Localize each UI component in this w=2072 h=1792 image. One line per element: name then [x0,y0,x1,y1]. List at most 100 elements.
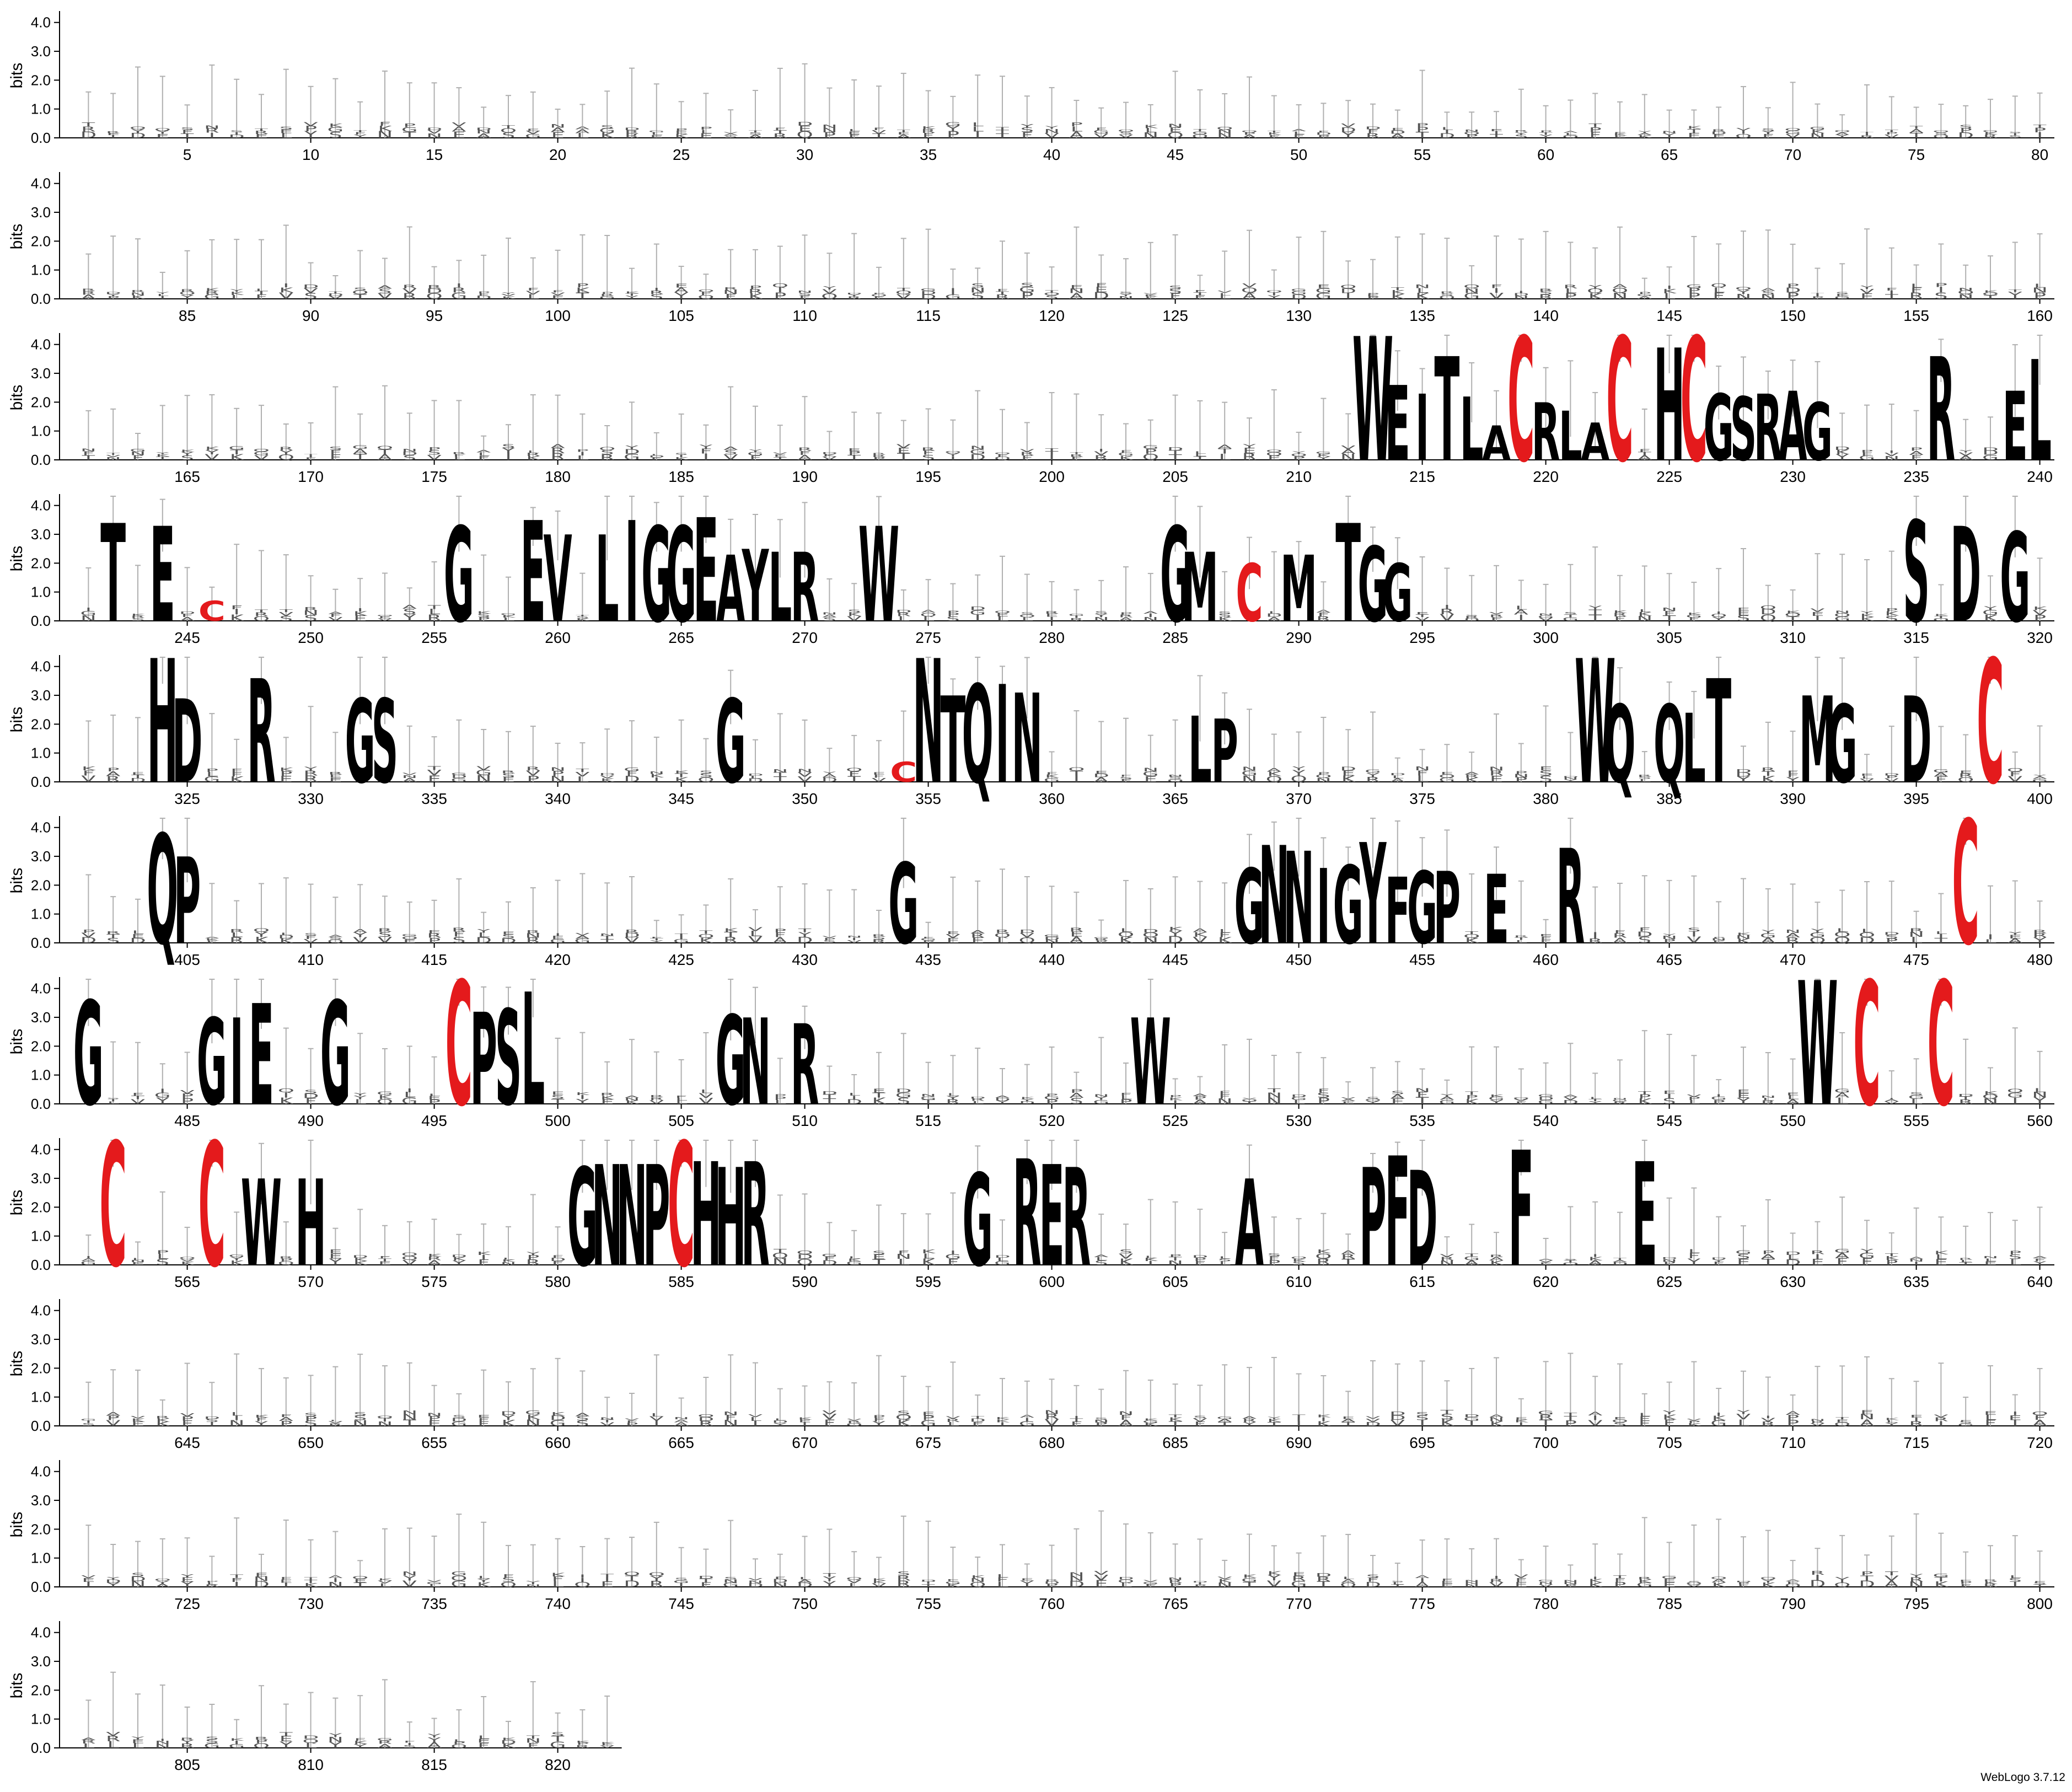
logo-letter-minor: G [599,127,615,134]
logo-letter-minor: L [1639,608,1651,613]
x-tick-label: 770 [1286,1595,1312,1612]
logo-letter-minor: E [255,1572,268,1578]
logo-letter-minor: K [600,131,615,140]
logo-letter-minor: D [426,127,443,131]
logo-letter-minor: T [897,452,911,462]
logo-letter-minor: S [847,609,861,613]
logo-letter-minor: A [1144,611,1158,615]
logo-letter-minor: I [1716,611,1722,615]
logo-letter: N [1012,668,1043,811]
logo-letter: G [1333,845,1364,968]
logo-letter-minor: V [1835,1576,1850,1580]
logo-letter-minor: N [1538,613,1554,616]
x-tick-label: 335 [421,790,447,807]
x-tick-label: 130 [1286,307,1312,324]
logo-letter-minor: N [1414,765,1430,771]
logo-letter-minor: R [452,452,466,454]
x-tick-label: 735 [421,1595,447,1612]
logo-letter-minor: A [550,443,565,449]
logo-letter-minor: Y [1662,933,1676,937]
logo-letter: F [1509,1119,1534,1303]
logo-letter: G [888,841,919,969]
logo-letter-minor: Q [1784,612,1801,618]
logo-letter-minor: I [1888,289,1894,296]
logo-letter-minor: Y [1316,455,1330,461]
logo-letter-minor: R [1044,1579,1059,1582]
logo-letter-minor: A [1514,608,1529,616]
logo-letter-minor: K [1613,610,1627,614]
logo-letter-minor: N [1810,132,1826,140]
logo-letter-minor: E [527,128,540,132]
logo-letter-minor: G [1216,1417,1233,1420]
logo-letter-minor: N [1636,615,1652,623]
logo-letter-minor: L [1837,927,1849,933]
logo-letter-minor: V [279,611,293,618]
logo-letter-minor: Y [155,292,169,294]
logo-letter-minor: Q [1933,617,1949,621]
logo-letter-minor: P [206,1580,218,1582]
logo-letter-minor: Y [2008,931,2022,936]
logo-letter-minor: Y [1761,130,1775,135]
logo-letter-minor: R [921,128,936,134]
logo-letter-minor: G [204,293,221,301]
logo-letter: C [1928,946,1955,1144]
logo-letter-minor: P [206,768,218,773]
logo-letter-minor: Q [1241,286,1258,294]
logo-letter-minor: E [551,1091,564,1096]
logo-letter-minor: R [772,132,787,139]
logo-letter-minor: T [1687,128,1701,135]
logo-letter-minor: I [777,286,783,294]
logo-letter-minor: I [1073,1415,1080,1419]
logo-letter-minor: V [254,454,269,462]
logo-letter-minor: Y [229,289,243,293]
logo-letter-minor: I [1864,133,1870,136]
logo-letter-minor: S [724,1576,737,1580]
logo-letter-minor: G [945,293,962,301]
x-tick-label: 435 [915,951,941,968]
logo-letter-minor: D [1982,449,1999,456]
logo-letter-minor: L [1021,616,1033,622]
logo-letter-minor: K [378,124,393,133]
x-tick-label: 150 [1780,307,1806,324]
y-tick-label: 2.0 [31,1199,51,1215]
logo-letter-minor: A [1119,616,1133,623]
logo-letter-minor: P [477,291,490,294]
logo-letter-minor: K [872,1578,887,1581]
x-tick-label: 225 [1656,468,1682,485]
logo-letter-minor: R [921,447,936,452]
logo-letter-minor: Y [946,125,959,133]
logo-letter: W [858,500,899,652]
logo-letter-minor: Y [180,1574,194,1579]
logo-letter-minor: N [1167,1577,1183,1580]
logo-letter-minor: R [106,775,121,784]
logo-letter-minor: Q [1290,1257,1307,1260]
x-tick-label: 715 [1903,1434,1929,1451]
y-tick-label: 3.0 [31,1170,51,1187]
logo-letter-minor: T [1193,128,1206,132]
x-tick-label: 165 [174,468,200,485]
logo-letter-minor: I [159,1739,165,1742]
logo-letter-minor: T [995,127,1009,131]
logo-letter-minor: N [723,1410,739,1417]
logo-letter-minor: G [451,777,468,783]
logo-letter-minor: E [650,134,663,139]
logo-letter-minor: L [1219,1256,1231,1259]
logo-letter-minor: K [1144,1418,1158,1421]
logo-letter-minor: A [378,285,392,290]
x-tick-label: 545 [1656,1112,1682,1129]
logo-letter: E [2003,372,2028,482]
logo-letter-minor: P [2033,613,2046,623]
logo-letter-minor: P [1860,1570,1873,1576]
logo-letter-minor: A [1464,771,1479,775]
logo-letter-minor: K [600,1742,615,1744]
logo-letter-minor: F [354,131,366,135]
x-tick-label: 250 [298,629,324,646]
logo-letter-minor: T [1415,130,1429,140]
logo-letter-minor: V [106,454,121,458]
logo-letter-minor: V [526,1580,541,1582]
logo-letter-minor: N [1044,1409,1060,1415]
x-tick-label: 285 [1162,629,1188,646]
logo-letter-minor: Q [253,448,270,453]
logo-letter-minor: L [1194,453,1206,457]
